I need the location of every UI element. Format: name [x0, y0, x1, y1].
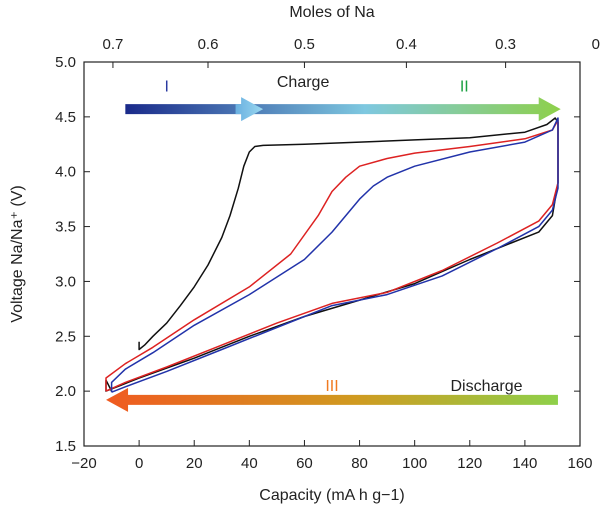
y-tick-label: 5.0: [55, 54, 76, 71]
top-tick-label: 0.3: [495, 36, 516, 53]
top-tick-label: 0.2: [592, 36, 600, 53]
x-axis-title: Capacity (mA h g−1): [259, 487, 404, 504]
charge-arrow: [125, 97, 561, 122]
top-tick-label: 0.5: [294, 36, 315, 53]
top-axis-title: Moles of Na: [289, 4, 374, 21]
x-tick-label: 40: [241, 455, 258, 472]
top-tick-label: 0.6: [198, 36, 219, 53]
x-tick-label: 140: [512, 455, 537, 472]
y-tick-label: 4.5: [55, 109, 76, 126]
y-tick-label: 1.5: [55, 438, 76, 455]
arrows: [106, 97, 561, 412]
y-tick-label: 2.0: [55, 383, 76, 400]
charge-inner-arrow: [235, 97, 264, 122]
annotation-label: Charge: [277, 74, 330, 91]
annotation-label: II: [460, 79, 469, 96]
plot-frame: [83, 61, 581, 447]
y-axis-title: Voltage Na/Na⁺ (V): [9, 185, 26, 322]
annotation-label: Discharge: [450, 378, 522, 395]
x-axis: −20 0 20 40 60 80 100 120 140 160: [71, 440, 593, 472]
x-tick-label: −20: [71, 455, 96, 472]
top-tick-label: 0.7: [103, 36, 124, 53]
y-axis: 1.5 2.0 2.5 3.0 3.5 4.0 4.5 5.0: [55, 54, 580, 455]
y-tick-label: 2.5: [55, 328, 76, 345]
series-line-3: [110, 117, 559, 393]
annotation-label: III: [325, 378, 338, 395]
annotation-label: I: [164, 79, 168, 96]
y-tick-label: 3.5: [55, 219, 76, 236]
y-tick-label: 4.0: [55, 164, 76, 181]
x-tick-label: 120: [457, 455, 482, 472]
x-tick-label: 60: [296, 455, 313, 472]
top-tick-label: 0.4: [396, 36, 417, 53]
x-tick-label: 80: [351, 455, 368, 472]
top-axis: 0.7 0.6 0.5 0.4 0.3 0.2: [103, 36, 600, 68]
x-tick-label: 160: [567, 455, 592, 472]
series-line-2: [105, 119, 559, 392]
discharge-arrow: [106, 387, 558, 412]
series-lines: [105, 117, 559, 393]
y-tick-label: 3.0: [55, 273, 76, 290]
series-line-1: [105, 117, 559, 392]
x-tick-label: 100: [402, 455, 427, 472]
x-tick-label: 20: [186, 455, 203, 472]
x-tick-label: 0: [135, 455, 143, 472]
